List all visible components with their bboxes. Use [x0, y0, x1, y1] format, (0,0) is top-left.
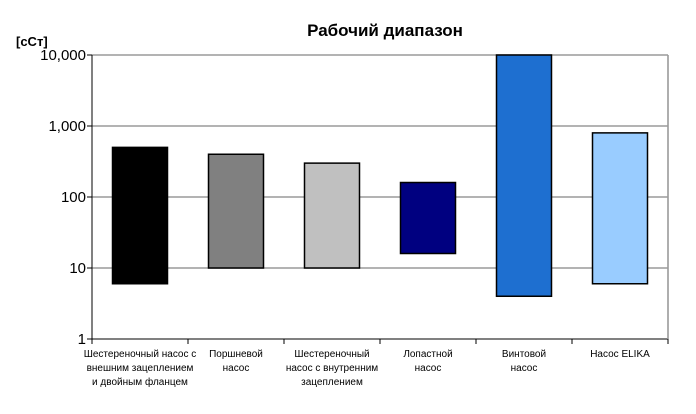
x-tick-label: Поршневой насос — [209, 349, 263, 374]
y-tick-label: 1,000 — [48, 118, 86, 135]
grid-lines — [92, 54, 668, 269]
x-tick-label: Шестереночный насос с внутренним зацеплени… — [286, 349, 378, 388]
x-tick-label-line: Винтовой — [502, 349, 546, 360]
x-tick-label-line: Насос ELIKA — [590, 349, 650, 360]
x-tick-label-line: Шестереночный насос с — [84, 349, 197, 360]
x-tick-label-line: насос — [511, 363, 538, 374]
range-bar — [207, 153, 265, 269]
y-tick-label: 100 — [61, 189, 86, 206]
x-tick-label: Шестереночный насос с внешним зацеплением… — [84, 349, 197, 388]
x-tick-label-line: насос — [223, 363, 250, 374]
y-tick-label: 10 — [69, 260, 86, 277]
y-tick-label: 1 — [78, 331, 86, 348]
x-tick-label: Лопастной насос — [403, 349, 452, 374]
range-bar — [495, 54, 553, 298]
x-tick-labels: Шестереночный насос с внешним зацеплением… — [84, 349, 650, 388]
range-bars — [111, 54, 649, 298]
y-axis-label: [сСт] — [16, 34, 48, 49]
x-tick-label-line: Поршневой — [209, 349, 263, 360]
y-tick-labels: 1 10 100 1,000 10,000 — [40, 47, 86, 348]
x-tick-label: Насос ELIKA — [590, 349, 650, 360]
x-tick-label-line: насос — [415, 363, 442, 374]
x-tick-label-line: и двойным фланцем — [92, 376, 188, 388]
range-bar — [303, 162, 361, 269]
y-tick-label: 10,000 — [40, 47, 86, 64]
axes — [87, 54, 669, 344]
chart-title: Рабочий диапазон — [307, 21, 463, 40]
x-tick-label-line: зацеплением — [301, 377, 363, 388]
x-tick-label-line: внешним зацеплением — [87, 363, 194, 374]
x-tick-label: Винтовой насос — [502, 349, 546, 374]
x-tick-label-line: Лопастной — [403, 349, 452, 360]
range-bar — [111, 146, 169, 285]
x-tick-label-line: насос с внутренним — [286, 363, 378, 374]
range-bar — [399, 181, 457, 255]
range-bar — [591, 132, 649, 285]
x-tick-label-line: Шестереночный — [294, 349, 369, 360]
